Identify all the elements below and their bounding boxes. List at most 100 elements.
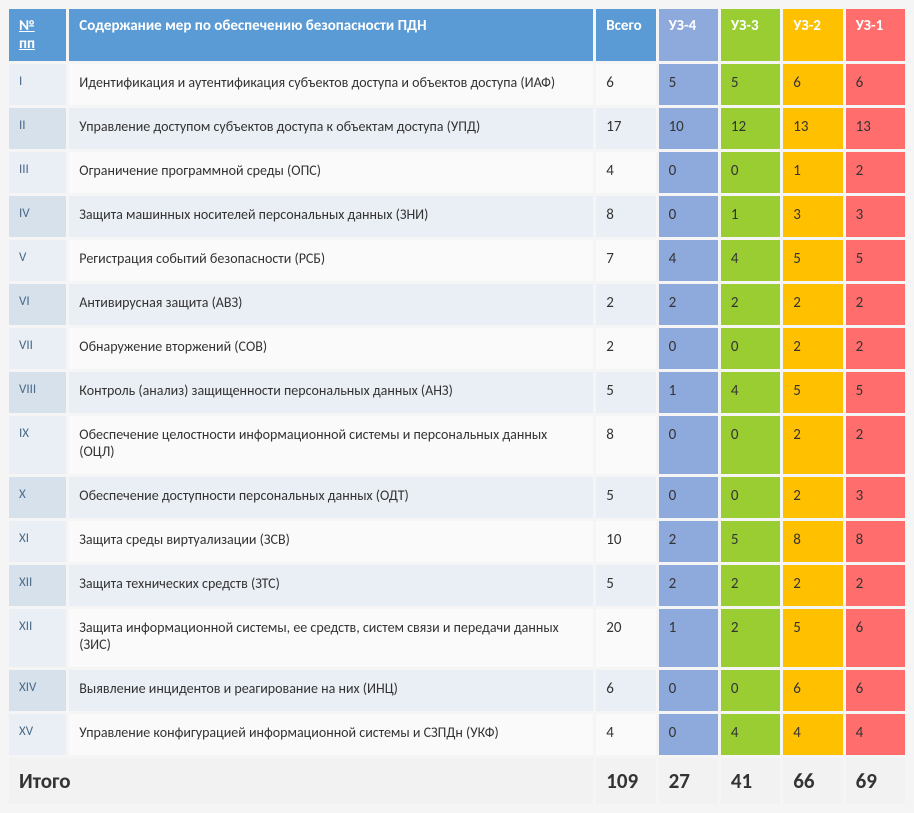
row-total: 17 — [596, 108, 655, 149]
row-uz1: 5 — [846, 240, 905, 281]
security-measures-table: № ппСодержание мер по обеспечению безопа… — [6, 6, 908, 807]
table-row: IXОбеспечение целостности информационной… — [9, 416, 905, 474]
row-total: 2 — [596, 284, 655, 325]
row-uz2: 5 — [783, 240, 842, 281]
row-number: II — [9, 108, 66, 149]
row-uz2: 2 — [783, 477, 842, 518]
row-total: 2 — [596, 328, 655, 369]
row-total: 5 — [596, 372, 655, 413]
row-number: XV — [9, 714, 66, 755]
row-description: Обеспечение целостности информационной с… — [69, 416, 593, 474]
table-row: IИдентификация и аутентификация субъекто… — [9, 64, 905, 105]
row-uz2: 5 — [783, 609, 842, 667]
row-total: 6 — [596, 64, 655, 105]
row-description: Антивирусная защита (АВЗ) — [69, 284, 593, 325]
row-uz2: 6 — [783, 670, 842, 711]
row-uz4: 1 — [659, 609, 718, 667]
row-total: 5 — [596, 565, 655, 606]
column-header: УЗ-2 — [783, 9, 842, 61]
row-uz1: 6 — [846, 64, 905, 105]
table-row: XIIЗащита технических средств (ЗТС)52222 — [9, 565, 905, 606]
row-uz4: 1 — [659, 372, 718, 413]
row-total: 4 — [596, 714, 655, 755]
row-total: 8 — [596, 196, 655, 237]
table-row: XIЗащита среды виртуализации (ЗСВ)102588 — [9, 521, 905, 562]
row-uz3: 0 — [721, 477, 780, 518]
row-total: 8 — [596, 416, 655, 474]
table-header-row: № ппСодержание мер по обеспечению безопа… — [9, 9, 905, 61]
row-description: Защита среды виртуализации (ЗСВ) — [69, 521, 593, 562]
table-row: IIIОграничение программной среды (ОПС)40… — [9, 152, 905, 193]
row-uz4: 0 — [659, 416, 718, 474]
total-uz3: 41 — [721, 758, 780, 804]
total-label: Итого — [9, 758, 593, 804]
row-uz2: 5 — [783, 372, 842, 413]
row-uz1: 2 — [846, 565, 905, 606]
row-uz2: 3 — [783, 196, 842, 237]
total-row: Итого10927416669 — [9, 758, 905, 804]
total-uz1: 69 — [846, 758, 905, 804]
row-total: 4 — [596, 152, 655, 193]
total-uz4: 27 — [659, 758, 718, 804]
row-uz3: 5 — [721, 521, 780, 562]
row-uz4: 0 — [659, 477, 718, 518]
table-row: VIIIКонтроль (анализ) защищенности персо… — [9, 372, 905, 413]
row-number: VI — [9, 284, 66, 325]
row-uz3: 1 — [721, 196, 780, 237]
row-number: XI — [9, 521, 66, 562]
row-uz2: 8 — [783, 521, 842, 562]
row-uz3: 0 — [721, 328, 780, 369]
row-uz1: 2 — [846, 152, 905, 193]
row-uz4: 0 — [659, 670, 718, 711]
row-uz4: 5 — [659, 64, 718, 105]
row-uz3: 0 — [721, 416, 780, 474]
row-description: Управление конфигурацией информационной … — [69, 714, 593, 755]
column-header: УЗ-3 — [721, 9, 780, 61]
row-description: Управление доступом субъектов доступа к … — [69, 108, 593, 149]
row-uz3: 4 — [721, 240, 780, 281]
table-row: XIIЗащита информационной системы, ее сре… — [9, 609, 905, 667]
row-total: 5 — [596, 477, 655, 518]
row-uz1: 3 — [846, 477, 905, 518]
row-uz1: 6 — [846, 609, 905, 667]
row-description: Обеспечение доступности персональных дан… — [69, 477, 593, 518]
row-uz4: 0 — [659, 714, 718, 755]
row-number: IX — [9, 416, 66, 474]
row-uz1: 4 — [846, 714, 905, 755]
row-uz2: 6 — [783, 64, 842, 105]
row-total: 7 — [596, 240, 655, 281]
row-uz1: 8 — [846, 521, 905, 562]
row-uz2: 1 — [783, 152, 842, 193]
row-number: V — [9, 240, 66, 281]
row-uz3: 4 — [721, 372, 780, 413]
row-uz2: 2 — [783, 416, 842, 474]
row-uz1: 13 — [846, 108, 905, 149]
row-number: VII — [9, 328, 66, 369]
row-uz1: 3 — [846, 196, 905, 237]
row-number: XII — [9, 609, 66, 667]
row-uz2: 13 — [783, 108, 842, 149]
table-row: IIУправление доступом субъектов доступа … — [9, 108, 905, 149]
row-description: Идентификация и аутентификация субъектов… — [69, 64, 593, 105]
row-uz3: 4 — [721, 714, 780, 755]
row-uz3: 2 — [721, 565, 780, 606]
row-total: 20 — [596, 609, 655, 667]
row-uz3: 5 — [721, 64, 780, 105]
table-row: VIIОбнаружение вторжений (СОВ)20022 — [9, 328, 905, 369]
row-uz3: 12 — [721, 108, 780, 149]
row-uz1: 6 — [846, 670, 905, 711]
row-uz4: 2 — [659, 565, 718, 606]
row-uz4: 10 — [659, 108, 718, 149]
total-uz2: 66 — [783, 758, 842, 804]
row-uz4: 0 — [659, 196, 718, 237]
row-total: 10 — [596, 521, 655, 562]
row-number: XIV — [9, 670, 66, 711]
row-uz1: 2 — [846, 284, 905, 325]
row-uz3: 0 — [721, 670, 780, 711]
row-description: Ограничение программной среды (ОПС) — [69, 152, 593, 193]
row-uz1: 2 — [846, 416, 905, 474]
row-description: Обнаружение вторжений (СОВ) — [69, 328, 593, 369]
table-row: XОбеспечение доступности персональных да… — [9, 477, 905, 518]
row-description: Регистрация событий безопасности (РСБ) — [69, 240, 593, 281]
row-description: Выявление инцидентов и реагирование на н… — [69, 670, 593, 711]
